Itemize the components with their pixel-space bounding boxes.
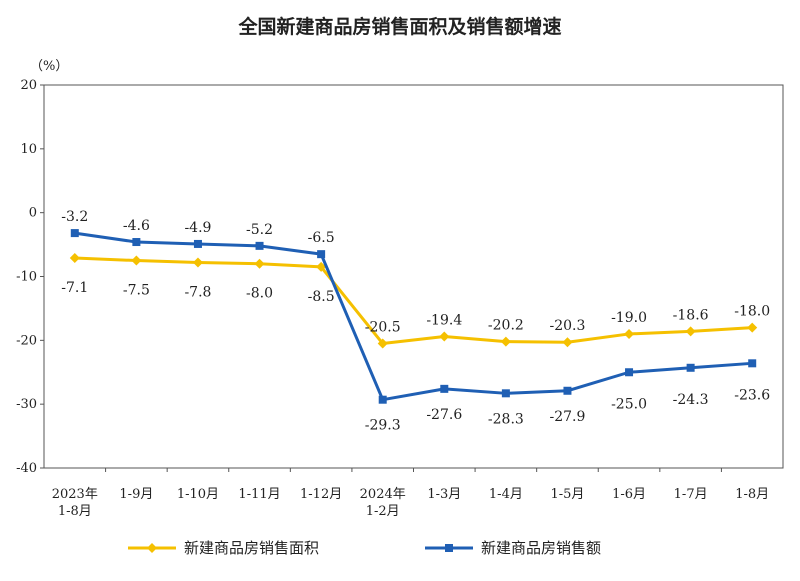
data-point [378, 395, 387, 404]
data-label: -6.5 [308, 230, 335, 246]
data-point [625, 368, 634, 377]
data-point [377, 338, 388, 349]
legend-label: 新建商品房销售面积 [184, 539, 319, 557]
data-label: -8.0 [246, 286, 273, 302]
data-point [70, 229, 79, 238]
x-tick-label: 2024年 [360, 487, 406, 502]
data-point [439, 331, 450, 342]
series-line [74, 256, 753, 346]
x-tick-label: 1-3月 [427, 487, 461, 502]
x-tick-label: 1-9月 [119, 487, 153, 502]
data-label: -4.6 [123, 218, 150, 234]
x-tick-label: 1-12月 [300, 487, 342, 502]
data-label: -27.9 [550, 409, 586, 425]
data-label: -23.6 [734, 387, 770, 403]
data-point [440, 384, 449, 393]
data-point [317, 250, 326, 259]
y-tick-label: 0 [29, 206, 37, 221]
legend-marker [147, 543, 157, 553]
x-tick-label: 2023年 [52, 487, 98, 502]
plot-border [43, 84, 784, 469]
data-point [624, 328, 635, 339]
x-tick-label: 1-8月 [58, 504, 92, 519]
data-label: -8.5 [308, 289, 335, 305]
data-point [255, 241, 264, 250]
x-tick-label: 1-6月 [612, 487, 646, 502]
data-point [316, 261, 327, 272]
data-label: -20.3 [550, 318, 586, 334]
x-tick-label: 1-4月 [489, 487, 523, 502]
data-label: -7.8 [184, 284, 211, 300]
data-label: -7.5 [123, 283, 150, 299]
y-tick-label: -20 [16, 333, 37, 348]
y-tick-label: 10 [20, 142, 37, 157]
legend-marker [445, 544, 453, 552]
data-point [132, 238, 141, 247]
y-tick-label: -40 [16, 461, 37, 476]
data-point [501, 389, 510, 398]
data-point [500, 336, 511, 347]
data-labels: -7.1 -7.5 -7.8 -8.0 -8.5 -20.5 -19.4 -20.2 -20.3… [61, 209, 770, 434]
data-label: -19.4 [426, 313, 462, 329]
data-label: -7.1 [61, 280, 88, 296]
legend-label: 新建商品房销售额 [481, 539, 601, 557]
data-label: -4.9 [184, 220, 211, 236]
x-tick-label: 1-11月 [238, 487, 280, 502]
legend: 新建商品房销售面积 新建商品房销售额 [128, 539, 601, 557]
data-label: -25.0 [611, 396, 647, 412]
data-point [748, 359, 757, 368]
data-label: -27.6 [426, 407, 462, 423]
data-label: -28.3 [488, 411, 524, 427]
series-1 [69, 252, 758, 349]
data-label: -20.2 [488, 318, 524, 334]
data-label: -19.0 [611, 310, 647, 326]
x-tick-label: 1-2月 [366, 504, 400, 519]
data-point [686, 363, 695, 372]
x-tick-label: 1-10月 [177, 487, 219, 502]
data-point [193, 239, 202, 248]
data-point [563, 386, 572, 395]
data-point [69, 252, 80, 263]
data-label: -29.3 [365, 418, 401, 434]
y-tick-label: -10 [16, 270, 37, 285]
x-tick-label: 1-8月 [735, 487, 769, 502]
data-label: -24.3 [673, 392, 709, 408]
legend-item: 新建商品房销售额 [425, 539, 601, 557]
data-label: -5.2 [246, 222, 273, 238]
data-point [192, 257, 203, 268]
data-point [747, 322, 758, 333]
data-point [131, 255, 142, 266]
chart-title: 全国新建商品房销售面积及销售额增速 [237, 15, 561, 38]
data-point [685, 326, 696, 337]
y-tick-label: -30 [16, 397, 37, 412]
data-label: -20.5 [365, 320, 401, 336]
axes: 20 10 0 -10 -20 -30 -40 2023年 1-8月 1-9月 1-10月 1-11月… [16, 78, 784, 519]
series-layer [69, 229, 758, 404]
x-tick-label: 1-5月 [550, 487, 584, 502]
series-2 [70, 229, 757, 404]
data-label: -18.0 [734, 304, 770, 320]
y-tick-label: 20 [20, 78, 37, 93]
legend-item: 新建商品房销售面积 [128, 539, 319, 557]
data-point [562, 337, 573, 348]
x-tick-label: 1-7月 [674, 487, 708, 502]
series-line [74, 231, 753, 402]
data-label: -3.2 [61, 209, 88, 225]
data-label: -18.6 [673, 307, 709, 323]
y-axis-unit: （%） [30, 59, 68, 74]
data-point [254, 258, 265, 269]
